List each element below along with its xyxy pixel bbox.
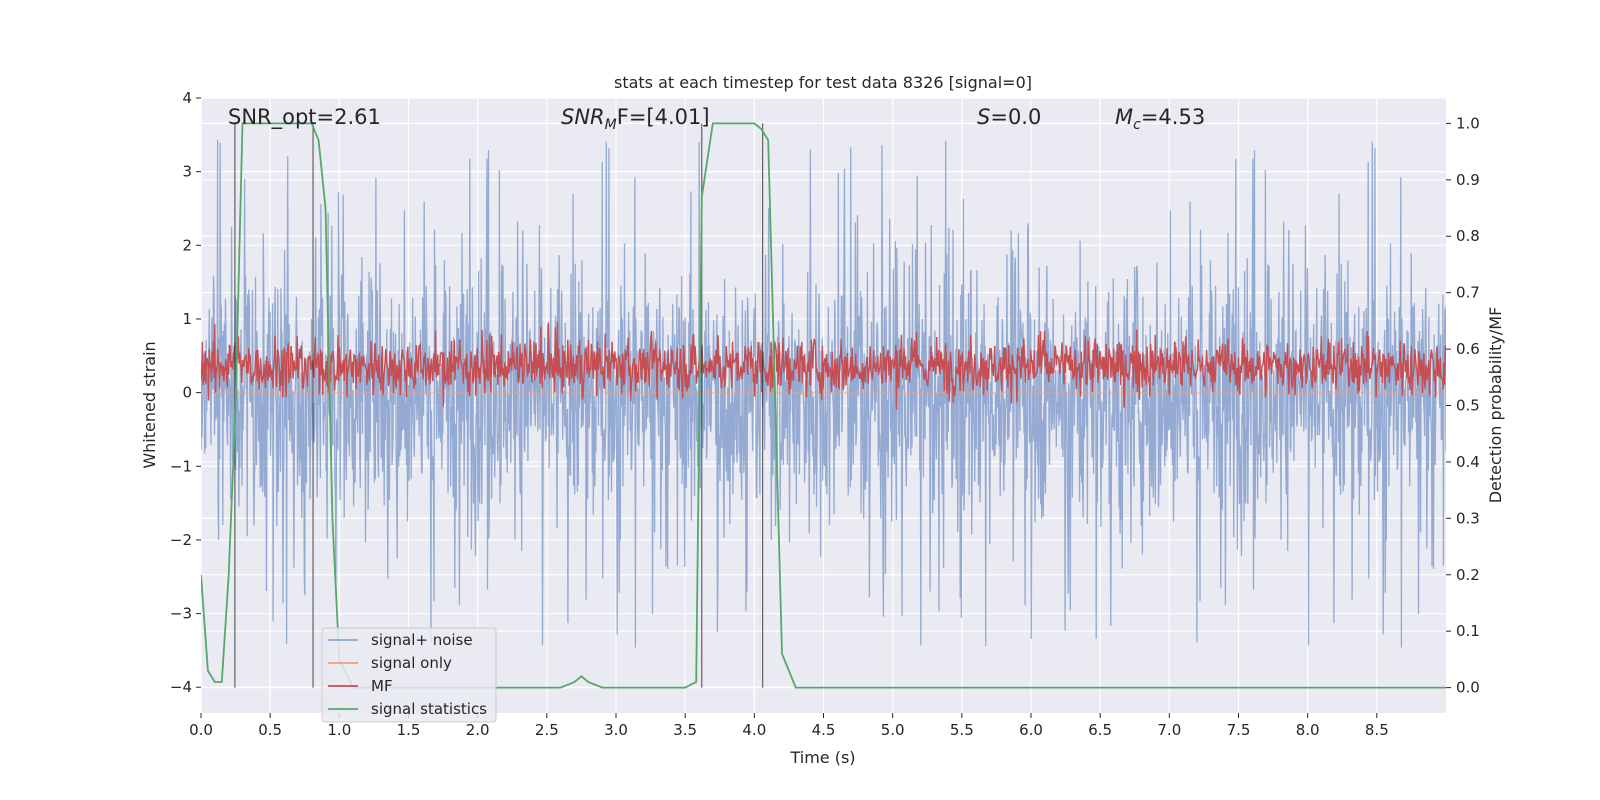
series-signal-statistics [201,122,1446,689]
annotation-snr-mf: SNRMF=[4.01] [561,105,710,133]
y-tick-label: −2 [170,531,192,549]
legend-label-signal-only: signal only [371,654,452,672]
y-right-tick-label: 0.1 [1456,622,1480,640]
annotation-snr-opt: SNR_opt=2.61 [228,105,381,130]
y-tick-label: −3 [170,605,192,623]
s-main: S [977,105,990,129]
x-tick-label: 1.0 [327,721,351,739]
x-tick-label: 8.0 [1296,721,1320,739]
legend-box [321,627,497,723]
x-tick-label: 0.5 [258,721,282,739]
y-right-tick-label: 0.5 [1456,397,1480,415]
ticks: 0.0 0.5 1.0 1.5 2.0 2.5 3.0 3.5 4.0 4.5 5.0 5.5 6.0 6… [170,89,1480,739]
legend-label-mf: MF [371,677,393,695]
x-tick-label: 6.5 [1088,721,1112,739]
y-tick-label: −4 [170,678,192,696]
y-right-tick-label: 0.8 [1456,227,1480,245]
snr-mf-rest: F=[4.01] [617,105,710,129]
y-right-tick-label: 0.7 [1456,284,1480,302]
legend-label-signal-statistics: signal statistics [371,700,487,718]
y-tick-label: 3 [182,163,192,181]
x-tick-label: 1.5 [397,721,421,739]
x-tick-label: 5.5 [950,721,974,739]
y-axis-label-right: Detection probability/MF [1486,307,1505,504]
y-right-tick-label: 0.3 [1456,509,1480,527]
legend-label-signal-noise: signal+ noise [371,631,473,649]
x-tick-label: 7.0 [1157,721,1181,739]
mc-sub: c [1133,117,1141,133]
s-rest: =0.0 [990,105,1041,129]
y-tick-label: 4 [182,89,192,107]
y-right-tick-label: 1.0 [1456,114,1480,132]
x-tick-label: 2.5 [535,721,559,739]
y-right-tick-label: 0.6 [1456,340,1480,358]
x-tick-label: 6.0 [1019,721,1043,739]
chart-title: stats at each timestep for test data 832… [614,73,1032,92]
x-tick-label: 8.5 [1365,721,1389,739]
x-tick-label: 0.0 [189,721,213,739]
snr-mf-main: SNR [561,105,605,129]
y-right-tick-label: 0.2 [1456,566,1480,584]
x-tick-label: 2.0 [466,721,490,739]
y-right-tick-label: 0.0 [1456,679,1480,697]
y-right-tick-label: 0.9 [1456,171,1480,189]
y-tick-label: 0 [182,384,192,402]
y-tick-label: 1 [182,310,192,328]
data-layer [201,122,1446,689]
annotation-s: S=0.0 [977,105,1041,129]
y-axis-label: Whitened strain [140,341,159,468]
y-tick-label: −1 [170,457,192,475]
mc-main: M [1115,105,1133,129]
legend: signal+ noise signal only MF signal stat… [321,627,497,723]
mc-rest: =4.53 [1141,105,1205,129]
x-tick-label: 7.5 [1227,721,1251,739]
annotation-mc: Mc=4.53 [1115,105,1205,133]
snr-mf-sub: M [605,117,617,133]
x-axis-label: Time (s) [789,748,855,767]
x-tick-label: 4.0 [742,721,766,739]
x-tick-label: 3.5 [673,721,697,739]
x-tick-label: 3.0 [604,721,628,739]
x-tick-label: 4.5 [812,721,836,739]
y-tick-label: 2 [182,236,192,254]
x-tick-label: 5.0 [881,721,905,739]
y-right-tick-label: 0.4 [1456,453,1480,471]
series-mf [201,321,1446,410]
